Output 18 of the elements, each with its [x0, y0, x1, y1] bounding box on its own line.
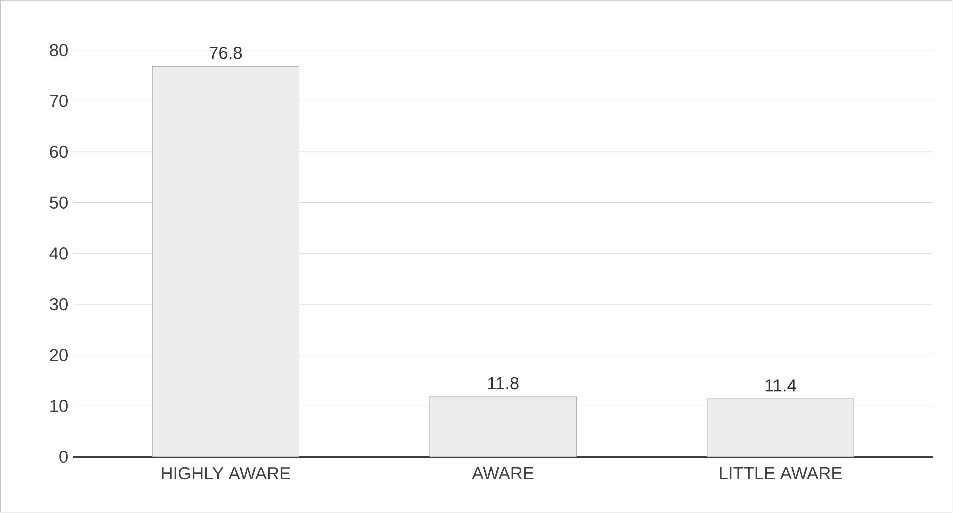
y-tick-label: 40	[50, 248, 68, 260]
y-tick-label: 60	[50, 146, 68, 158]
bar	[707, 398, 854, 457]
bar	[430, 396, 577, 457]
bar	[152, 66, 300, 457]
x-tick-label: AWARE	[472, 467, 534, 480]
data-label: 11.8	[488, 377, 519, 390]
y-tick-label: 50	[50, 196, 68, 209]
y-tick-label: 0	[60, 450, 68, 464]
y-tick-label: 30	[50, 298, 68, 311]
data-label: 11.4	[766, 380, 796, 392]
x-tick-label: LITTLE AWARE	[720, 467, 842, 480]
y-tick-label: 10	[50, 400, 68, 412]
y-tick-label: 70	[50, 95, 68, 108]
data-label: 76.8	[210, 46, 242, 60]
y-tick-label: 80	[50, 44, 68, 56]
x-tick-label: HIGHLY AWARE	[162, 467, 290, 480]
y-tick-label: 20	[50, 349, 68, 362]
